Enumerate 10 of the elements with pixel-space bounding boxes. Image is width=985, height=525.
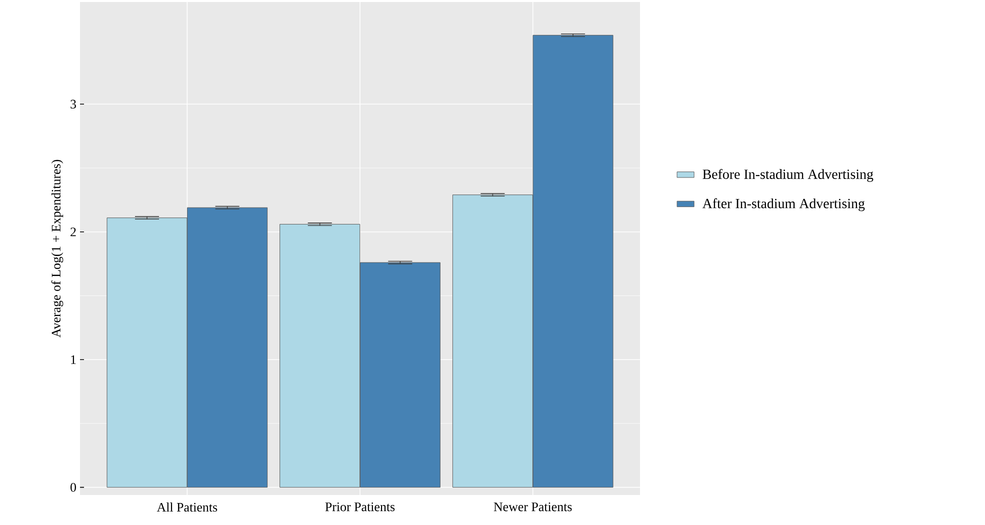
y-tick-label: 3 (70, 100, 76, 109)
y-axis-title: Average of Log(1 + Expenditures) (51, 160, 64, 338)
x-tick-label: Prior Patients (325, 502, 395, 512)
y-tick-label: 2 (70, 228, 76, 236)
legend-label: Before In-stadium Advertising (702, 169, 874, 182)
x-tick-label: All Patients (156, 502, 218, 512)
legend-label: After In-stadium Advertising (702, 198, 865, 212)
y-tick-label: 1 (71, 355, 76, 364)
x-tick-label: Newer Patients (494, 502, 572, 512)
y-tick-label: 0 (70, 482, 76, 492)
